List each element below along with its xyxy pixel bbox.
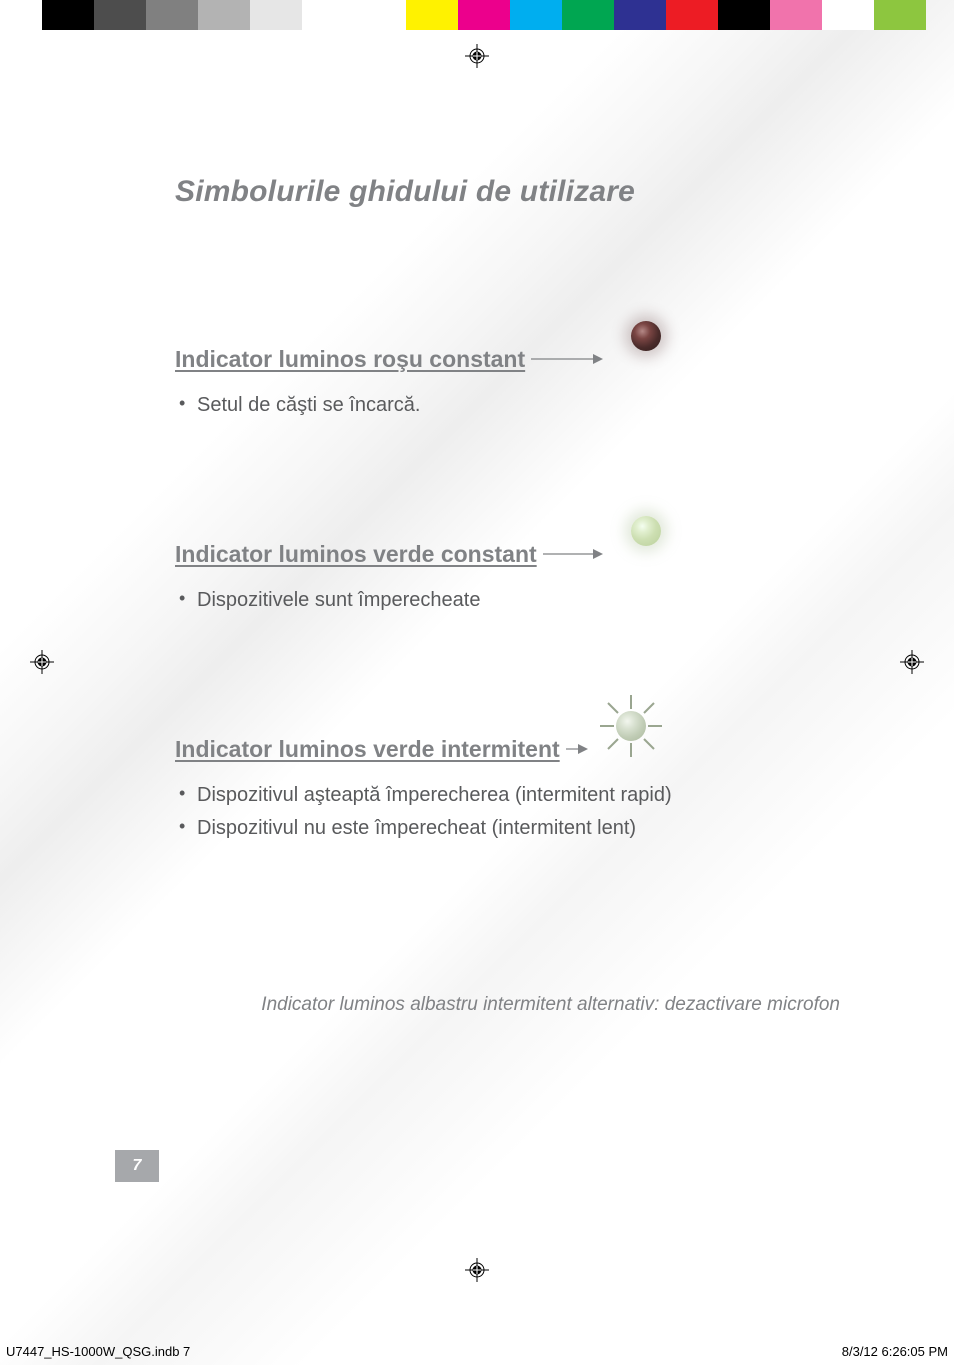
color-swatch <box>146 0 198 30</box>
page-content: Simbolurile ghidului de utilizare Indica… <box>175 175 875 845</box>
slug-timestamp: 8/3/12 6:26:05 PM <box>842 1344 948 1359</box>
color-swatch <box>562 0 614 30</box>
indicator-section: Indicator luminos verde intermitent Dispo… <box>175 729 875 845</box>
color-swatch <box>406 0 458 30</box>
registration-mark-icon <box>465 44 489 68</box>
arrow-line-icon <box>543 554 603 555</box>
led-orb-icon <box>603 534 667 574</box>
color-swatch <box>666 0 718 30</box>
arrow-line-icon <box>531 359 603 360</box>
bullet-item: Dispozitivul aşteaptă împerecherea (inte… <box>175 779 875 812</box>
color-swatch <box>874 0 926 30</box>
color-swatch <box>354 0 406 30</box>
color-swatch <box>510 0 562 30</box>
indicator-section: Indicator luminos roşu constant Setul de … <box>175 339 875 422</box>
registration-mark-icon <box>900 650 924 674</box>
color-swatch <box>718 0 770 30</box>
color-swatch <box>822 0 874 30</box>
section-heading: Indicator luminos verde intermitent <box>175 736 560 763</box>
page-title: Simbolurile ghidului de utilizare <box>175 175 875 209</box>
color-swatch <box>198 0 250 30</box>
section-bullets: Setul de căşti se încarcă. <box>175 389 875 422</box>
footnote-text: Indicator luminos albastru intermitent a… <box>210 990 840 1020</box>
bullet-item: Dispozitivul nu este împerecheat (interm… <box>175 812 875 845</box>
slug-filename: U7447_HS-1000W_QSG.indb 7 <box>6 1344 190 1359</box>
indicator-section: Indicator luminos verde constant Dispozit… <box>175 534 875 617</box>
bullet-item: Setul de căşti se încarcă. <box>175 389 875 422</box>
led-orb-icon <box>603 339 667 379</box>
color-swatch <box>302 0 354 30</box>
color-swatch <box>94 0 146 30</box>
color-swatch <box>250 0 302 30</box>
color-swatch <box>458 0 510 30</box>
section-heading: Indicator luminos verde constant <box>175 541 537 568</box>
arrow-line-icon <box>566 749 588 750</box>
registration-mark-icon <box>30 650 54 674</box>
section-heading: Indicator luminos roşu constant <box>175 346 525 373</box>
page-number-box: 7 <box>115 1150 159 1182</box>
section-bullets: Dispozitivele sunt împerecheate <box>175 584 875 617</box>
page-number: 7 <box>133 1157 142 1175</box>
bullet-item: Dispozitivele sunt împerecheate <box>175 584 875 617</box>
registration-mark-icon <box>465 1258 489 1282</box>
section-bullets: Dispozitivul aşteaptă împerecherea (inte… <box>175 779 875 845</box>
color-swatch <box>770 0 822 30</box>
color-swatch <box>42 0 94 30</box>
color-swatch <box>614 0 666 30</box>
blink-rays-icon <box>600 695 662 757</box>
printer-color-bar <box>42 0 926 30</box>
led-orb-icon <box>588 729 652 769</box>
